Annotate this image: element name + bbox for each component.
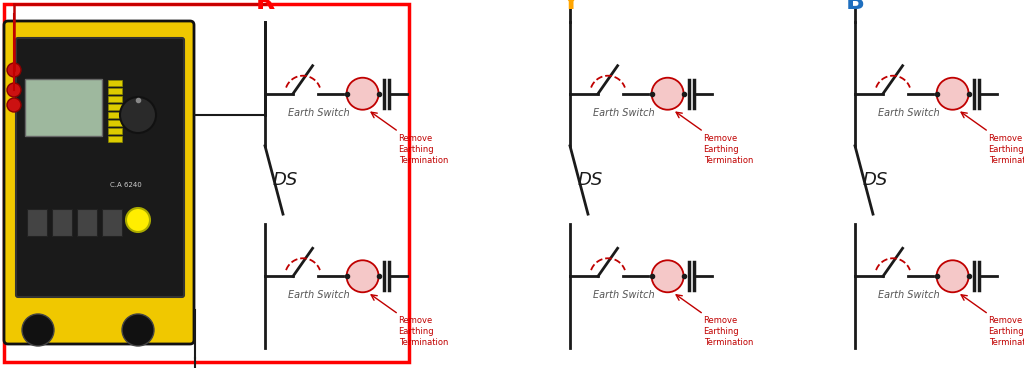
Text: Remove
Earthing
Termination: Remove Earthing Termination [703,134,753,165]
Text: B: B [846,0,864,14]
Text: Remove
Earthing
Termination: Remove Earthing Termination [703,316,753,347]
Bar [108,128,122,134]
Text: Remove
Earthing
Termination: Remove Earthing Termination [988,316,1024,347]
Bar [108,112,122,118]
FancyBboxPatch shape [77,209,97,236]
Circle shape [937,260,969,292]
Bar [108,136,122,142]
Text: Remove
Earthing
Termination: Remove Earthing Termination [398,316,447,347]
Circle shape [651,260,684,292]
Circle shape [346,260,379,292]
FancyBboxPatch shape [4,21,194,344]
Text: Earth Switch: Earth Switch [288,108,349,118]
Text: R: R [255,0,274,14]
Circle shape [346,78,379,110]
FancyBboxPatch shape [25,79,102,136]
Circle shape [651,78,684,110]
Text: C.A 6240: C.A 6240 [111,182,142,188]
Text: Earth Switch: Earth Switch [593,108,654,118]
Text: Earth Switch: Earth Switch [878,290,940,300]
Text: Y: Y [561,0,580,14]
Text: Remove
Earthing
Termination: Remove Earthing Termination [398,134,447,165]
Bar [108,88,122,94]
Circle shape [120,97,156,133]
Bar [108,120,122,126]
Text: Earth Switch: Earth Switch [288,290,349,300]
Circle shape [7,63,22,77]
Circle shape [937,78,969,110]
Text: DS: DS [863,171,888,189]
Bar [108,96,122,102]
Bar [108,80,122,86]
Text: Earth Switch: Earth Switch [593,290,654,300]
FancyBboxPatch shape [16,38,184,297]
Text: DS: DS [273,171,298,189]
Circle shape [7,98,22,112]
Text: Earth Switch: Earth Switch [878,108,940,118]
FancyBboxPatch shape [52,209,72,236]
Bar [4,4,409,362]
Text: Remove
Earthing
Termination: Remove Earthing Termination [988,134,1024,165]
Circle shape [126,208,150,232]
Bar [108,104,122,110]
Circle shape [22,314,54,346]
FancyBboxPatch shape [27,209,47,236]
Circle shape [122,314,154,346]
Circle shape [7,83,22,97]
Text: DS: DS [578,171,603,189]
FancyBboxPatch shape [102,209,122,236]
